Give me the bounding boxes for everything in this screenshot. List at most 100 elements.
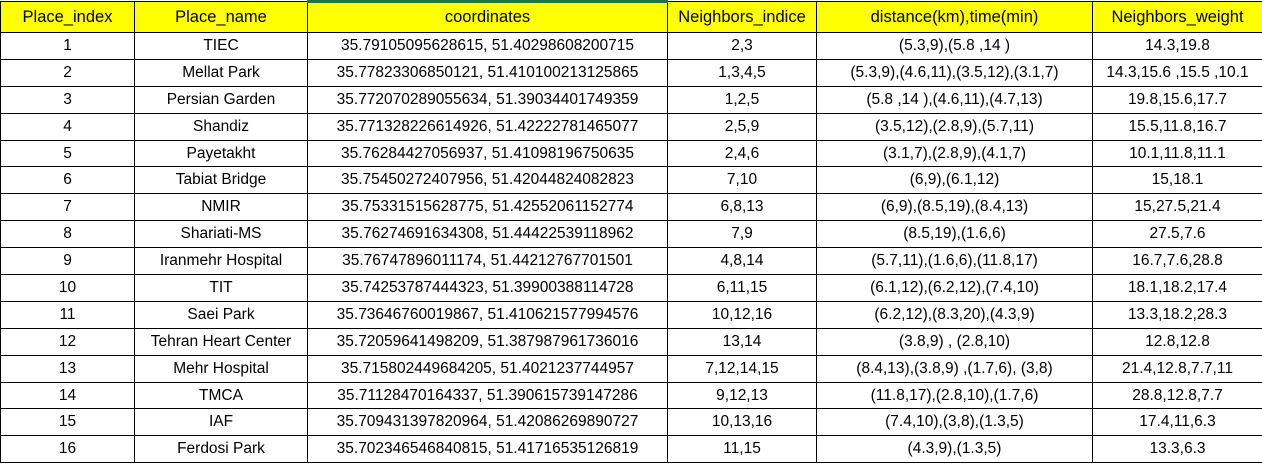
cell-neighbors-weight[interactable]: 14.3,19.8 <box>1092 32 1262 60</box>
cell-place-index[interactable]: 1 <box>0 32 135 60</box>
cell-neighbors-weight[interactable]: 15.5,11.8,16.7 <box>1092 112 1262 141</box>
cell-coordinates[interactable]: 35.73646760019867, 51.410621577994576 <box>307 300 668 329</box>
cell-place-name[interactable]: Mehr Hospital <box>134 354 308 383</box>
cell-place-name[interactable]: Tabiat Bridge <box>134 166 308 195</box>
cell-distance-time[interactable]: (6.1,12),(6.2,12),(7.4,10) <box>816 274 1093 302</box>
cell-neighbors-weight[interactable]: 18.1,18.2,17.4 <box>1092 274 1262 302</box>
cell-place-index[interactable]: 2 <box>0 58 135 87</box>
cell-distance-time[interactable]: (6,9),(8.5,19),(8.4,13) <box>816 193 1093 222</box>
cell-coordinates[interactable]: 35.74253787444323, 51.39900388114728 <box>307 274 668 302</box>
cell-place-index[interactable]: 12 <box>0 327 135 356</box>
cell-neighbors-weight[interactable]: 28.8,12.8,7.7 <box>1092 381 1262 410</box>
cell-place-index[interactable]: 6 <box>0 166 135 195</box>
cell-neighbors-weight[interactable]: 12.8,12.8 <box>1092 327 1262 356</box>
cell-neighbors-indice[interactable]: 10,13,16 <box>667 408 817 437</box>
cell-distance-time[interactable]: (11.8,17),(2.8,10),(1.7,6) <box>816 381 1093 410</box>
cell-coordinates[interactable]: 35.771328226614926, 51.42222781465077 <box>307 112 668 141</box>
cell-place-name[interactable]: Tehran Heart Center <box>134 327 308 356</box>
cell-place-name[interactable]: TIEC <box>134 32 308 60</box>
cell-neighbors-indice[interactable]: 13,14 <box>667 327 817 356</box>
cell-neighbors-weight[interactable]: 19.8,15.6,17.7 <box>1092 85 1262 114</box>
cell-neighbors-indice[interactable]: 1,3,4,5 <box>667 58 817 87</box>
cell-neighbors-indice[interactable]: 6,8,13 <box>667 193 817 222</box>
cell-coordinates[interactable]: 35.77823306850121, 51.410100213125865 <box>307 58 668 87</box>
cell-coordinates[interactable]: 35.75450272407956, 51.42044824082823 <box>307 166 668 195</box>
header-cell-place-name[interactable]: Place_name <box>134 1 308 33</box>
cell-place-index[interactable]: 4 <box>0 112 135 141</box>
cell-place-index[interactable]: 16 <box>0 435 135 464</box>
cell-neighbors-indice[interactable]: 4,8,14 <box>667 247 817 276</box>
header-cell-neighbors-indice[interactable]: Neighbors_indice <box>667 1 817 33</box>
cell-coordinates[interactable]: 35.772070289055634, 51.39034401749359 <box>307 85 668 114</box>
cell-coordinates[interactable]: 35.715802449684205, 51.4021237744957 <box>307 354 668 383</box>
cell-neighbors-weight[interactable]: 17.4,11,6.3 <box>1092 408 1262 437</box>
cell-place-index[interactable]: 5 <box>0 139 135 168</box>
cell-neighbors-indice[interactable]: 2,4,6 <box>667 139 817 168</box>
cell-place-name[interactable]: Ferdosi Park <box>134 435 308 464</box>
header-cell-neighbors-weight[interactable]: Neighbors_weight <box>1092 1 1262 33</box>
cell-place-index[interactable]: 9 <box>0 247 135 276</box>
cell-place-index[interactable]: 11 <box>0 300 135 329</box>
cell-neighbors-indice[interactable]: 2,3 <box>667 32 817 60</box>
cell-place-name[interactable]: Shandiz <box>134 112 308 141</box>
cell-coordinates[interactable]: 35.76747896011174, 51.44212767701501 <box>307 247 668 276</box>
cell-coordinates[interactable]: 35.79105095628615, 51.40298608200715 <box>307 32 668 60</box>
cell-distance-time[interactable]: (8.5,19),(1.6,6) <box>816 220 1093 249</box>
cell-distance-time[interactable]: (5.3,9),(5.8 ,14 ) <box>816 32 1093 60</box>
cell-neighbors-indice[interactable]: 7,10 <box>667 166 817 195</box>
cell-coordinates[interactable]: 35.76284427056937, 51.41098196750635 <box>307 139 668 168</box>
cell-coordinates[interactable]: 35.76274691634308, 51.44422539118962 <box>307 220 668 249</box>
cell-neighbors-indice[interactable]: 6,11,15 <box>667 274 817 302</box>
cell-distance-time[interactable]: (6,9),(6.1,12) <box>816 166 1093 195</box>
cell-place-index[interactable]: 15 <box>0 408 135 437</box>
cell-neighbors-weight[interactable]: 15,18.1 <box>1092 166 1262 195</box>
cell-place-index[interactable]: 14 <box>0 381 135 410</box>
cell-distance-time[interactable]: (5.8 ,14 ),(4.6,11),(4.7,13) <box>816 85 1093 114</box>
cell-place-name[interactable]: Saei Park <box>134 300 308 329</box>
header-cell-distance-time[interactable]: distance(km),time(min) <box>816 1 1093 33</box>
cell-neighbors-weight[interactable]: 15,27.5,21.4 <box>1092 193 1262 222</box>
cell-place-name[interactable]: NMIR <box>134 193 308 222</box>
cell-neighbors-indice[interactable]: 10,12,16 <box>667 300 817 329</box>
cell-coordinates[interactable]: 35.72059641498209, 51.387987961736016 <box>307 327 668 356</box>
cell-neighbors-indice[interactable]: 7,9 <box>667 220 817 249</box>
cell-neighbors-weight[interactable]: 13.3,18.2,28.3 <box>1092 300 1262 329</box>
cell-coordinates[interactable]: 35.71128470164337, 51.390615739147286 <box>307 381 668 410</box>
cell-neighbors-indice[interactable]: 1,2,5 <box>667 85 817 114</box>
cell-place-name[interactable]: Persian Garden <box>134 85 308 114</box>
cell-place-name[interactable]: Payetakht <box>134 139 308 168</box>
cell-place-name[interactable]: Mellat Park <box>134 58 308 87</box>
cell-neighbors-indice[interactable]: 11,15 <box>667 435 817 464</box>
cell-distance-time[interactable]: (5.7,11),(1.6,6),(11.8,17) <box>816 247 1093 276</box>
cell-neighbors-weight[interactable]: 16.7,7.6,28.8 <box>1092 247 1262 276</box>
cell-place-index[interactable]: 7 <box>0 193 135 222</box>
cell-coordinates[interactable]: 35.709431397820964, 51.42086269890727 <box>307 408 668 437</box>
cell-neighbors-weight[interactable]: 10.1,11.8,11.1 <box>1092 139 1262 168</box>
cell-neighbors-weight[interactable]: 13.3,6.3 <box>1092 435 1262 464</box>
cell-distance-time[interactable]: (4.3,9),(1.3,5) <box>816 435 1093 464</box>
cell-distance-time[interactable]: (3.5,12),(2.8,9),(5.7,11) <box>816 112 1093 141</box>
header-cell-coordinates[interactable]: coordinates <box>307 0 668 33</box>
cell-neighbors-weight[interactable]: 21.4,12.8,7.7,11 <box>1092 354 1262 383</box>
cell-neighbors-indice[interactable]: 7,12,14,15 <box>667 354 817 383</box>
cell-place-name[interactable]: IAF <box>134 408 308 437</box>
cell-neighbors-indice[interactable]: 9,12,13 <box>667 381 817 410</box>
cell-coordinates[interactable]: 35.75331515628775, 51.42552061152774 <box>307 193 668 222</box>
cell-neighbors-weight[interactable]: 27.5,7.6 <box>1092 220 1262 249</box>
cell-distance-time[interactable]: (6.2,12),(8.3,20),(4.3,9) <box>816 300 1093 329</box>
cell-distance-time[interactable]: (3.1,7),(2.8,9),(4.1,7) <box>816 139 1093 168</box>
cell-distance-time[interactable]: (7.4,10),(3,8),(1.3,5) <box>816 408 1093 437</box>
cell-place-index[interactable]: 3 <box>0 85 135 114</box>
cell-place-index[interactable]: 10 <box>0 274 135 302</box>
cell-place-name[interactable]: Shariati-MS <box>134 220 308 249</box>
cell-place-name[interactable]: TIT <box>134 274 308 302</box>
header-cell-place-index[interactable]: Place_index <box>0 1 135 33</box>
cell-place-name[interactable]: Iranmehr Hospital <box>134 247 308 276</box>
cell-distance-time[interactable]: (8.4,13),(3.8,9) ,(1.7,6), (3,8) <box>816 354 1093 383</box>
cell-coordinates[interactable]: 35.702346546840815, 51.41716535126819 <box>307 435 668 464</box>
cell-neighbors-weight[interactable]: 14.3,15.6 ,15.5 ,10.1 <box>1092 58 1262 87</box>
cell-place-name[interactable]: TMCA <box>134 381 308 410</box>
cell-distance-time[interactable]: (5.3,9),(4.6,11),(3.5,12),(3.1,7) <box>816 58 1093 87</box>
cell-neighbors-indice[interactable]: 2,5,9 <box>667 112 817 141</box>
cell-distance-time[interactable]: (3.8,9) , (2.8,10) <box>816 327 1093 356</box>
